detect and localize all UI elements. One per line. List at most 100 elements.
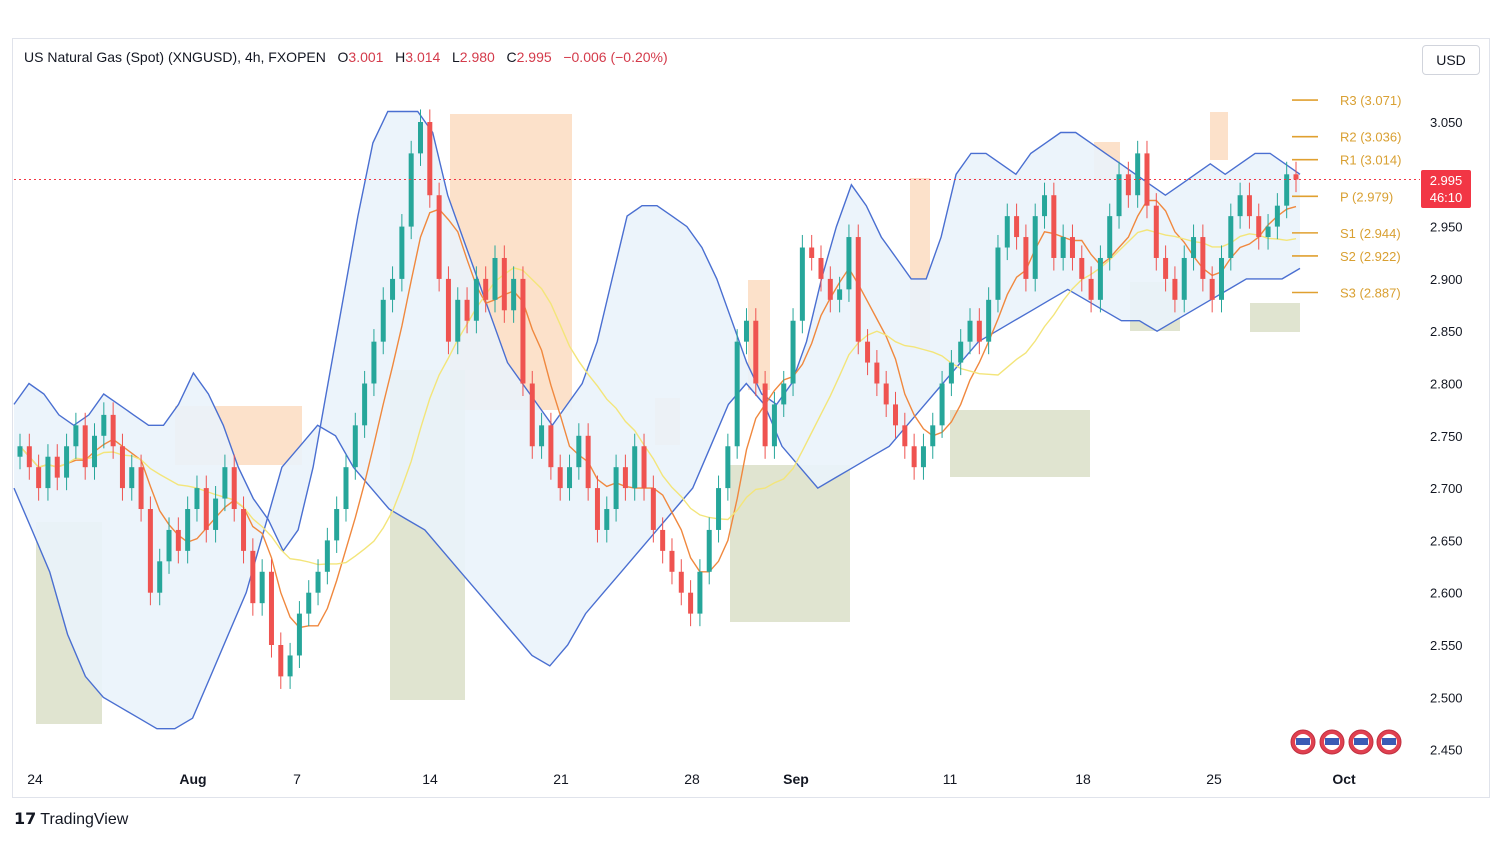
y-tick-label: 2.950 [1430,220,1463,235]
candle-body [1032,216,1038,279]
candle-body [1079,257,1085,279]
candle-body [166,529,172,562]
candle-body [585,435,591,489]
candle-body [427,122,433,196]
candle-body [259,571,265,604]
symbol-legend: US Natural Gas (Spot) (XNGUSD), 4h, FXOP… [24,49,668,65]
us-flag-icon [1290,729,1316,755]
candle-body [250,550,256,604]
x-tick-label: Aug [179,771,206,787]
candle-body [17,446,23,457]
candle-body [101,414,107,436]
pivot-label-s1: S1 (2.944) [1340,226,1401,241]
candle-body [287,655,293,677]
pivot-levels: R3 (3.071) R2 (3.036) R1 (3.014) P (2.979) S… [14,93,1420,300]
candle-body [82,425,88,468]
candle-body [445,278,451,342]
candle-body [241,509,247,551]
x-tick-label: 11 [943,771,958,787]
candle-body [324,540,330,572]
demand-zone [1250,303,1300,332]
candle-body [417,122,423,154]
candle-body [809,247,815,258]
x-tick-label: 14 [422,771,438,787]
tradingview-logo-text: TradingView [40,811,129,828]
candle-body [1060,237,1066,258]
x-tick-label: 28 [684,771,700,787]
candle-body [883,383,889,405]
time-axis: 24 Aug 7 14 21 28 Sep 11 18 25 Oct [27,771,1356,787]
symbol-title: US Natural Gas (Spot) (XNGUSD), 4h, FXOP… [24,49,326,65]
candle-body [1116,174,1122,217]
candle-body [203,488,209,530]
candle-body [268,571,274,645]
candle-body [594,488,600,530]
candle-body [632,446,638,489]
candle-body [26,446,32,468]
y-tick-label: 2.800 [1430,377,1463,392]
pivot-label-s2: S2 (2.922) [1340,249,1401,264]
candle-body [492,257,498,300]
low-value: 2.980 [459,49,495,65]
candle-body [893,404,899,426]
candle-body [1088,278,1094,300]
candle-body [147,509,153,593]
candle-body [1246,195,1252,217]
candle-body [110,414,116,447]
bollinger-lower-line [13,267,1301,730]
candle-body [222,467,228,499]
tradingview-logo-icon: 17 [14,809,37,828]
candle-body [1237,195,1243,217]
candle-body [1284,174,1290,206]
candle-body [306,592,312,614]
x-tick-label: Oct [1332,771,1356,787]
y-tick-label: 2.600 [1430,586,1463,601]
last-price-value: 2.995 [1429,173,1463,188]
candle-body [641,446,647,489]
open-label: O [337,49,349,65]
candle-body [1004,216,1010,248]
open-value: 3.001 [348,49,384,65]
demand-zone [730,465,850,622]
candle-body [343,467,349,510]
tradingview-logo[interactable]: 17 TradingView [14,809,128,829]
candle-body [995,247,1001,300]
y-tick-label: 3.050 [1430,115,1463,130]
candle-body [650,488,656,530]
candle-body [529,383,535,447]
candle-body [781,383,787,405]
candle-body [539,425,545,447]
candle-body [54,456,60,478]
x-tick-label: Sep [783,771,809,787]
demand-zone [950,410,1090,477]
high-value: 3.014 [405,49,441,65]
pivot-label-r1: R1 (3.014) [1340,153,1401,168]
y-tick-label: 2.550 [1430,638,1463,653]
candle-body [846,237,852,290]
candle-body [1209,278,1215,300]
candle-body [119,446,125,489]
candle-body [1181,257,1187,300]
candle-body [92,435,98,468]
candle-body [976,320,982,342]
bollinger-band [14,111,1300,729]
candle-body [185,509,191,551]
currency-button[interactable]: USD [1422,45,1480,75]
candle-body [213,498,219,530]
candle-body [362,383,368,426]
candle-body [129,467,135,489]
candle-body [799,247,805,321]
candle-body [1097,257,1103,300]
candle-body [157,561,163,593]
supply-zone [1210,112,1228,160]
change-value: −0.006 (−0.20%) [563,49,668,65]
candle-body [576,435,582,468]
candle-body [455,299,461,342]
candle-body [1069,237,1075,258]
candle-body [138,467,144,510]
candle-body [1256,216,1262,238]
candle-body [473,278,479,321]
candle-body [436,195,442,279]
x-tick-label: 21 [553,771,569,787]
